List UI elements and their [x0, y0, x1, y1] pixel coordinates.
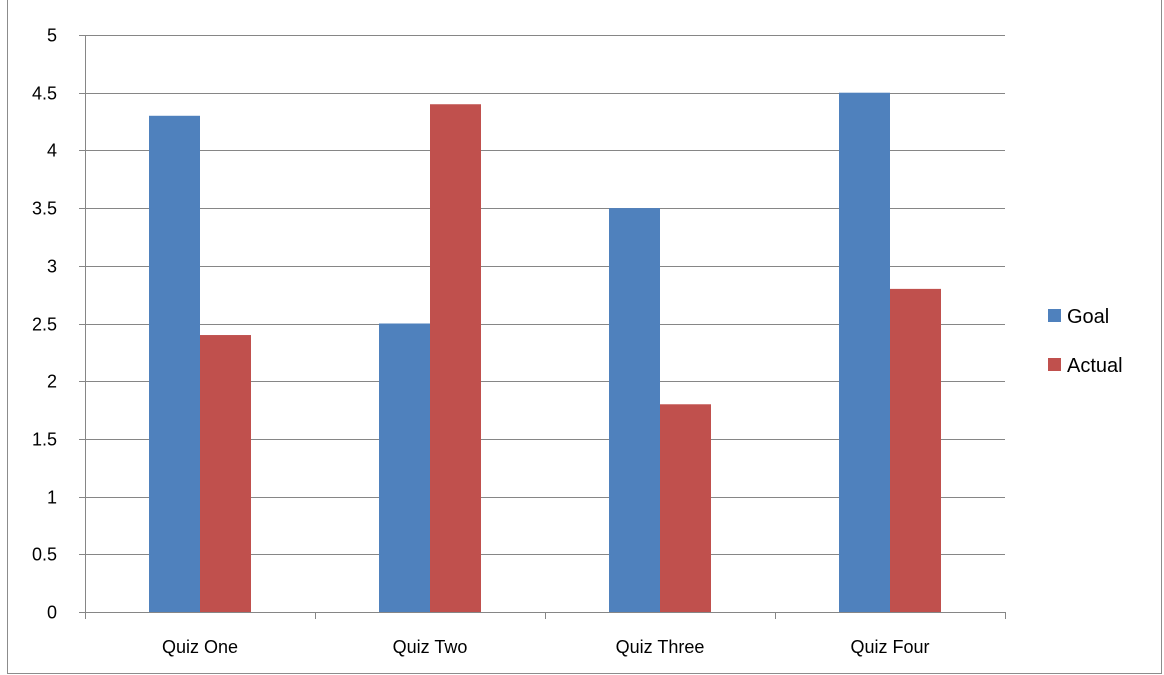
x-tick-label: Quiz Three: [616, 637, 705, 657]
legend-label-goal: Goal: [1067, 306, 1109, 328]
y-tick-label: 4.5: [32, 84, 57, 104]
bars: [149, 92, 941, 613]
bar-actual-quiz-one: [200, 335, 251, 612]
y-tick-label: 2.5: [32, 315, 57, 335]
bar-actual-quiz-two: [430, 104, 481, 613]
bar-actual-quiz-three: [660, 404, 711, 612]
legend-label-actual: Actual: [1067, 355, 1123, 377]
axes: [79, 35, 1006, 619]
x-tick-label: Quiz Four: [850, 637, 929, 657]
y-tick-label: 1: [47, 488, 57, 508]
y-tick-label: 5: [47, 26, 57, 46]
y-tick-label: 2: [47, 372, 57, 392]
bar-goal-quiz-four: [839, 92, 890, 612]
y-axis-tick-labels: 0 0.5 1 1.5 2 2.5 3 3.5 4 4.5 5: [32, 26, 57, 623]
legend-swatch-goal: [1048, 309, 1061, 322]
x-tick-label: Quiz Two: [393, 637, 468, 657]
x-tick-label: Quiz One: [162, 637, 238, 657]
y-tick-label: 1.5: [32, 430, 57, 450]
y-tick-label: 0.5: [32, 545, 57, 565]
x-axis-tick-labels: Quiz One Quiz Two Quiz Three Quiz Four: [162, 637, 930, 657]
bar-actual-quiz-four: [890, 288, 941, 612]
bar-goal-quiz-two: [379, 323, 430, 612]
y-tick-label: 0: [47, 603, 57, 623]
y-tick-label: 3: [47, 257, 57, 277]
y-tick-label: 4: [47, 141, 57, 161]
legend-swatch-actual: [1048, 358, 1061, 371]
y-tick-label: 3.5: [32, 199, 57, 219]
legend: Goal Actual: [1048, 306, 1123, 377]
bar-goal-quiz-one: [149, 115, 200, 612]
bar-goal-quiz-three: [609, 208, 660, 612]
